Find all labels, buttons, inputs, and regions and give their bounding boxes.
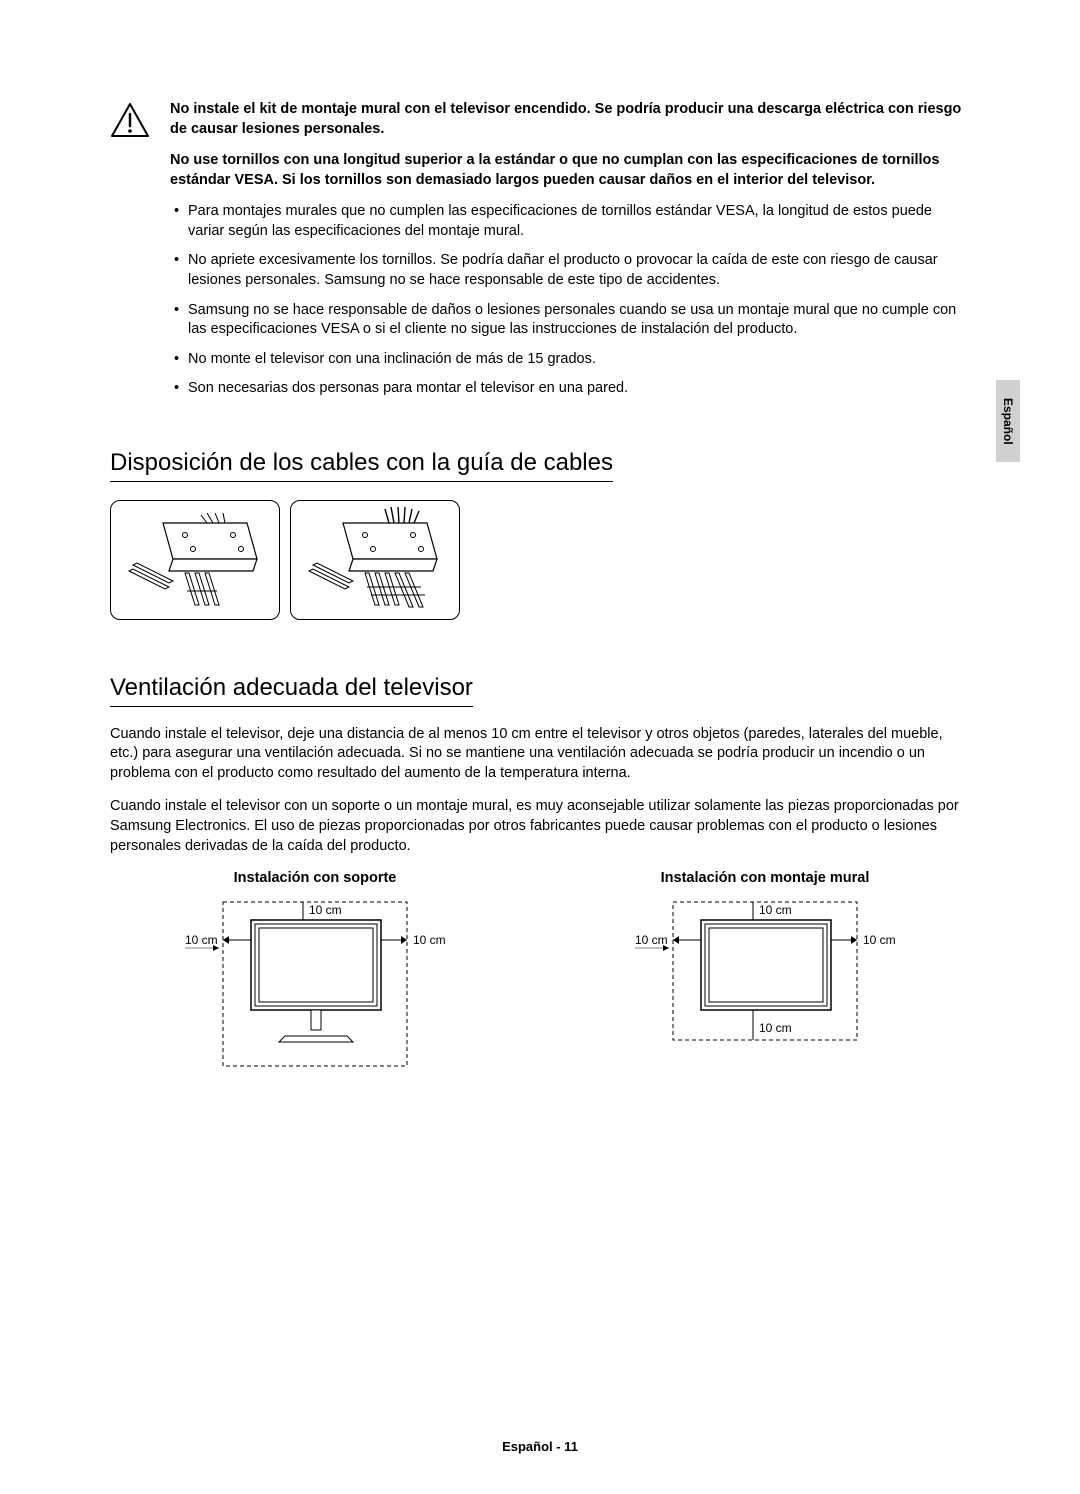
warning-bullet-list: Para montajes murales que no cumplen las… [170, 202, 970, 399]
warning-bullet: No apriete excesivamente los tornillos. … [170, 251, 970, 290]
language-tab: Español [996, 380, 1020, 462]
dim-bottom: 10 cm [759, 1021, 792, 1035]
stand-caption: Instalación con soporte [110, 870, 520, 886]
warning-paragraph-2: No use tornillos con una longitud superi… [170, 151, 970, 190]
warning-bullet: Son necesarias dos personas para montar … [170, 379, 970, 399]
language-tab-label: Español [1001, 398, 1015, 445]
wall-caption: Instalación con montaje mural [560, 870, 970, 886]
ventilation-row: Instalación con soporte 10 cm 10 cm 10 c… [110, 870, 970, 1074]
cable-figure-2 [290, 500, 460, 620]
warning-paragraph-1: No instale el kit de montaje mural con e… [170, 100, 970, 139]
ventilation-paragraph-1: Cuando instale el televisor, deje una di… [110, 725, 970, 784]
cable-figure-1 [110, 500, 280, 620]
ventilation-paragraph-2: Cuando instale el televisor con un sopor… [110, 797, 970, 856]
ventilation-stand-column: Instalación con soporte 10 cm 10 cm 10 c… [110, 870, 520, 1074]
dim-top: 10 cm [759, 903, 792, 917]
caution-icon [110, 102, 150, 138]
warning-block: No instale el kit de montaje mural con e… [110, 100, 970, 409]
warning-bullet: Samsung no se hace responsable de daños … [170, 301, 970, 340]
section-title-cables: Disposición de los cables con la guía de… [110, 449, 613, 482]
ventilation-wall-figure: 10 cm 10 cm 10 cm 10 cm [605, 894, 925, 1054]
warning-bullet: Para montajes murales que no cumplen las… [170, 202, 970, 241]
ventilation-stand-figure: 10 cm 10 cm 10 cm [155, 894, 475, 1074]
dim-left: 10 cm [635, 933, 668, 947]
section-title-ventilation: Ventilación adecuada del televisor [110, 674, 473, 707]
ventilation-wall-column: Instalación con montaje mural 10 cm 10 c… [560, 870, 970, 1074]
dim-right: 10 cm [863, 933, 896, 947]
cable-guide-figures [110, 500, 970, 620]
page-footer: Español - 11 [0, 1439, 1080, 1454]
dim-left: 10 cm [185, 933, 218, 947]
dim-right: 10 cm [413, 933, 446, 947]
dim-top: 10 cm [309, 903, 342, 917]
warning-text: No instale el kit de montaje mural con e… [170, 100, 970, 409]
warning-bullet: No monte el televisor con una inclinació… [170, 350, 970, 370]
